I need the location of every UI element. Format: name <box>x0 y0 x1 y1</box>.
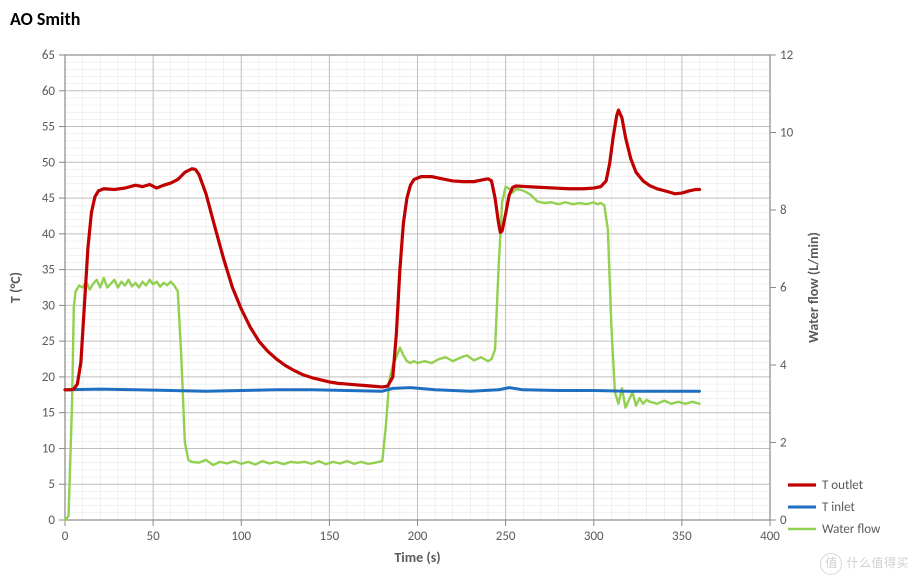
svg-text:50: 50 <box>42 155 56 170</box>
svg-text:250: 250 <box>496 529 516 544</box>
svg-text:0: 0 <box>780 513 787 528</box>
svg-text:30: 30 <box>42 298 56 313</box>
svg-text:50: 50 <box>147 529 161 544</box>
svg-text:100: 100 <box>231 529 251 544</box>
svg-text:2: 2 <box>780 436 787 451</box>
svg-text:25: 25 <box>42 334 55 349</box>
svg-text:10: 10 <box>42 441 56 456</box>
svg-text:350: 350 <box>672 529 692 544</box>
svg-text:55: 55 <box>42 120 55 135</box>
svg-text:10: 10 <box>780 126 794 141</box>
svg-text:Water flow: Water flow <box>822 522 881 537</box>
svg-text:15: 15 <box>42 406 55 421</box>
svg-text:60: 60 <box>42 84 56 99</box>
svg-text:400: 400 <box>760 529 780 544</box>
svg-text:0: 0 <box>48 513 55 528</box>
svg-text:40: 40 <box>42 227 56 242</box>
chart-svg: 0501001502002503003504000510152025303540… <box>0 0 915 579</box>
svg-text:6: 6 <box>780 281 787 296</box>
svg-text:T inlet: T inlet <box>822 500 855 515</box>
svg-text:200: 200 <box>408 529 428 544</box>
svg-text:12: 12 <box>780 48 794 63</box>
svg-text:150: 150 <box>319 529 339 544</box>
svg-text:20: 20 <box>42 370 56 385</box>
svg-text:8: 8 <box>780 203 787 218</box>
svg-text:65: 65 <box>42 48 55 63</box>
svg-text:Time (s): Time (s) <box>394 549 440 566</box>
svg-text:45: 45 <box>42 191 55 206</box>
svg-text:300: 300 <box>584 529 604 544</box>
svg-text:T (°C): T (°C) <box>7 272 24 303</box>
svg-text:Water flow (L/min): Water flow (L/min) <box>805 232 822 343</box>
watermark: 值什么值得买 <box>820 553 909 575</box>
chart-container: 0501001502002503003504000510152025303540… <box>0 0 915 579</box>
svg-text:35: 35 <box>42 263 55 278</box>
watermark-text: 什么值得买 <box>846 557 909 571</box>
svg-text:0: 0 <box>62 529 69 544</box>
watermark-badge: 值 <box>820 553 842 575</box>
svg-text:5: 5 <box>48 477 55 492</box>
svg-text:4: 4 <box>780 358 787 373</box>
svg-text:T outlet: T outlet <box>822 478 864 493</box>
